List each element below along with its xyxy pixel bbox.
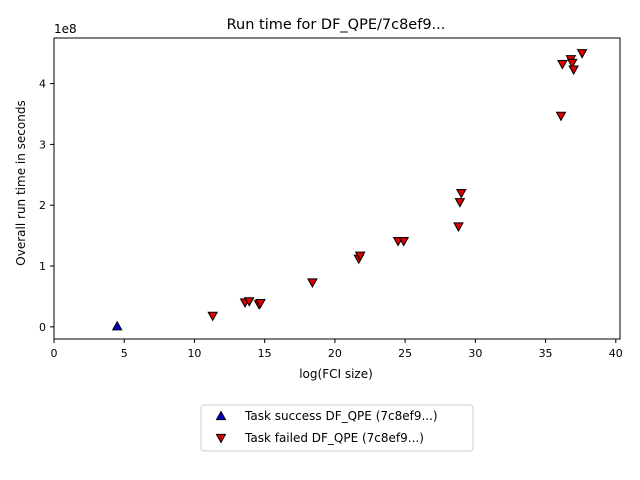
x-tick-label: 30 — [468, 347, 482, 360]
plot-area — [53, 37, 621, 340]
y-axis: 0 1 2 3 4 — [39, 78, 54, 334]
x-axis-label: log(FCI size) — [299, 367, 373, 381]
failed-point — [455, 188, 467, 199]
failed-point — [255, 299, 266, 309]
y-offset-label: 1e8 — [54, 22, 77, 36]
failed-point — [243, 297, 255, 307]
y-tick-label: 2 — [39, 199, 46, 212]
failed-point — [453, 222, 464, 233]
legend-box — [200, 404, 474, 452]
failed-point — [398, 236, 410, 247]
failed-point — [576, 49, 588, 59]
failed-point — [557, 60, 568, 70]
failed-point — [568, 65, 580, 76]
x-tick-label: 25 — [398, 347, 412, 360]
y-axis-label: Overall run time in seconds — [14, 100, 28, 265]
x-tick-label: 40 — [609, 347, 623, 360]
failed-point — [307, 278, 318, 288]
x-tick-label: 20 — [328, 347, 342, 360]
y-tick-label: 1 — [39, 260, 46, 273]
failed-point — [555, 111, 567, 122]
legend-label: Task success DF_QPE (7c8ef9...) — [244, 409, 438, 423]
plot-frame — [53, 37, 621, 340]
failed-point — [207, 311, 219, 322]
x-axis: 0 5 10 15 20 25 30 35 40 — [51, 339, 623, 360]
chart-title: Run time for DF_QPE/7c8ef9... — [227, 17, 446, 33]
failed-point — [566, 58, 578, 69]
legend-marker — [215, 433, 227, 444]
legend-label: Task failed DF_QPE (7c8ef9...) — [244, 431, 424, 445]
y-tick-label: 0 — [39, 321, 46, 334]
data-points — [111, 49, 588, 331]
legend-marker — [215, 410, 227, 421]
failed-point — [454, 198, 466, 208]
x-tick-label: 0 — [51, 347, 58, 360]
x-tick-label: 10 — [187, 347, 201, 360]
x-tick-label: 15 — [258, 347, 272, 360]
success-point — [111, 320, 123, 331]
x-tick-label: 5 — [121, 347, 128, 360]
y-tick-label: 3 — [39, 138, 46, 151]
legend: Task success DF_QPE (7c8ef9...) Task fail… — [200, 404, 474, 452]
failed-point — [354, 251, 366, 262]
y-tick-label: 4 — [39, 78, 46, 91]
x-tick-label: 35 — [539, 347, 553, 360]
